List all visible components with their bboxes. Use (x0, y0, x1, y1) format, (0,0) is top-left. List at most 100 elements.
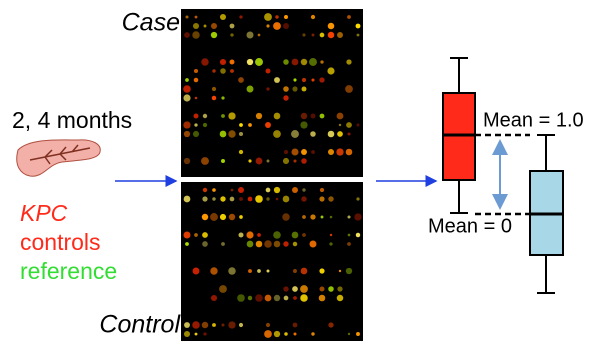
array-case (181, 9, 363, 177)
array-spot (266, 323, 270, 327)
array-spot (266, 69, 271, 74)
array-spot (194, 233, 198, 237)
array-spot (292, 187, 298, 193)
array-spot (309, 58, 317, 66)
array-spot (301, 158, 307, 164)
group-label: reference (20, 258, 117, 284)
array-spot (330, 216, 333, 219)
array-spot (265, 295, 272, 302)
array-spot (336, 148, 343, 155)
array-spot (248, 123, 252, 127)
array-spot (293, 269, 297, 273)
array-spot (183, 231, 190, 238)
array-spot (293, 296, 297, 300)
array-spot (311, 332, 314, 335)
array-spot (311, 150, 315, 154)
array-spot (274, 295, 280, 301)
array-spot (320, 188, 324, 192)
array-spot (230, 60, 235, 65)
array-spot (283, 286, 288, 291)
array-spot (256, 158, 263, 165)
array-spot (301, 59, 307, 65)
array-spot (311, 78, 314, 81)
array-spot (274, 187, 280, 193)
array-spot (320, 33, 325, 38)
time-label: 2, 4 months (12, 107, 132, 133)
array-spot (319, 268, 324, 273)
array-spot (203, 332, 206, 335)
array-spot (239, 323, 243, 327)
array-spot (291, 130, 299, 138)
array-spot (356, 233, 360, 237)
array-spot (239, 150, 243, 154)
array-spot (347, 132, 350, 135)
array-spot (293, 159, 296, 162)
array-spot (300, 121, 307, 128)
array-spot (328, 23, 335, 30)
array-spot (319, 295, 326, 302)
array-spot (194, 78, 199, 83)
array-spot (328, 196, 333, 201)
array-spot (301, 149, 307, 155)
array-spot (220, 14, 226, 20)
array-spot (248, 269, 252, 273)
array-spot (195, 333, 198, 336)
array-spot (292, 232, 299, 239)
array-spot (202, 232, 208, 238)
array-spot (255, 58, 263, 66)
array-spot (357, 34, 360, 37)
array-spot (184, 158, 190, 164)
array-spot (283, 86, 289, 92)
control-label: Control (99, 311, 181, 339)
array-spot (237, 294, 245, 302)
array-spot (301, 268, 308, 275)
array-spot (292, 86, 297, 91)
array-spot (319, 286, 324, 291)
array-spot (193, 268, 200, 275)
array-spot (346, 59, 351, 64)
array-spot (264, 240, 272, 248)
array-spot (230, 33, 233, 36)
box-plot-low (530, 135, 563, 293)
array-spot (203, 114, 207, 118)
array-spot (193, 131, 199, 137)
array-spot (219, 285, 227, 293)
array-spot (239, 123, 243, 127)
array-spot (212, 188, 216, 192)
array-spot (291, 148, 298, 155)
array-spot (228, 112, 235, 119)
array-spot (274, 331, 280, 337)
array-spot (339, 270, 341, 272)
array-spot (230, 197, 235, 202)
array-spot (300, 285, 308, 293)
array-spot (194, 123, 197, 126)
array-spot (184, 331, 190, 337)
array-spot (346, 149, 353, 156)
array-spot (337, 286, 342, 291)
array-spot (327, 67, 334, 74)
array-spot (257, 233, 261, 237)
figure: Case Control 2, 4 months KPC controls re… (0, 0, 598, 341)
array-spot (203, 123, 207, 127)
array-spot (202, 322, 209, 329)
array-spot (238, 232, 243, 237)
array-spot (238, 187, 244, 193)
array-spot (255, 195, 263, 203)
array-spot (231, 189, 234, 192)
array-spot (301, 196, 306, 201)
array-spot (321, 216, 324, 219)
array-spot (185, 15, 188, 18)
array-spot (274, 241, 281, 248)
array-spot (247, 59, 253, 65)
array-spot (184, 32, 190, 38)
array-spot (201, 58, 208, 65)
array-spot (212, 197, 215, 200)
array-spot (255, 294, 263, 302)
array-spot (229, 214, 235, 220)
array-spot (221, 159, 225, 163)
array-spot (356, 332, 360, 336)
array-spot (212, 323, 216, 327)
array-spot (282, 213, 289, 220)
array-spot (183, 85, 191, 93)
array-spot (185, 242, 189, 246)
